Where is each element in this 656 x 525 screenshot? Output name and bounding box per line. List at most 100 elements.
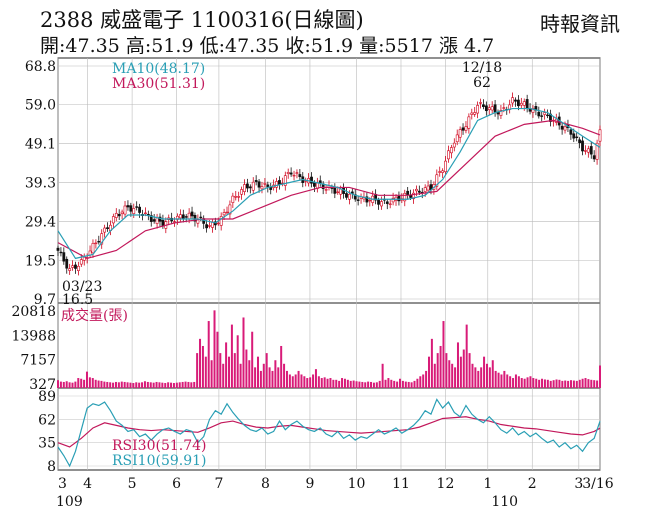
candle-body — [313, 182, 316, 187]
volume-bar — [135, 382, 138, 388]
volume-bar — [236, 335, 239, 388]
candle-body — [76, 265, 80, 271]
volume-bar — [552, 380, 555, 388]
volume-bar — [381, 363, 384, 388]
month-label: 8 — [261, 476, 270, 492]
volume-bar — [387, 378, 390, 388]
volume-bar — [352, 380, 355, 388]
month-label: 4 — [83, 476, 92, 492]
volume-bar — [581, 378, 584, 388]
candle-body — [415, 188, 418, 192]
candle-body — [205, 224, 209, 229]
volume-bar — [230, 324, 233, 388]
volume-y-tick: 13988 — [11, 328, 56, 344]
candle-body — [598, 129, 602, 142]
candle-body — [479, 102, 482, 104]
price-y-tick: 29.4 — [25, 214, 56, 230]
volume-bar — [378, 380, 381, 388]
volume-bar — [74, 381, 77, 388]
candle-body — [132, 208, 136, 214]
volume-bar — [268, 367, 271, 388]
volume-bar — [538, 379, 541, 388]
volume-bar — [593, 380, 596, 388]
volume-bar — [433, 363, 436, 388]
month-label: 3 — [574, 476, 583, 492]
volume-bar — [555, 379, 558, 388]
candle-body — [584, 150, 587, 152]
rsi-y-tick: 62 — [38, 412, 56, 428]
volume-bar — [326, 378, 329, 388]
volume-bar — [346, 379, 349, 388]
volume-bar — [126, 382, 129, 388]
volume-bar — [312, 374, 315, 388]
candles — [56, 92, 602, 276]
year-label: 109 — [56, 494, 83, 510]
volume-bar — [526, 377, 529, 388]
volume-bar — [262, 363, 265, 388]
volume-bar — [491, 360, 494, 388]
volume-bar — [314, 369, 317, 388]
volume-bar — [448, 360, 451, 388]
volume-bar — [303, 376, 306, 388]
volume-bar — [462, 349, 465, 388]
candle-body — [152, 219, 156, 222]
volume-bar — [471, 363, 474, 388]
candle-body — [187, 212, 191, 220]
candle-body — [543, 112, 547, 115]
candle-body — [388, 203, 392, 205]
volume-bar — [175, 382, 178, 388]
ohlc-summary: 開:47.35 高:51.9 低:47.35 收:51.9 量:5517 漲 4… — [40, 35, 495, 57]
candle-body — [216, 222, 220, 225]
volume-bar — [228, 356, 231, 388]
candle-body — [490, 106, 494, 111]
volume-bar — [88, 377, 91, 388]
volume-bar — [599, 365, 601, 388]
candle-body — [412, 192, 415, 200]
candle-body — [499, 109, 503, 116]
volume-bar — [204, 356, 207, 388]
rsi30-line — [57, 416, 601, 448]
candle-body — [219, 216, 223, 226]
candle-body — [444, 160, 447, 173]
candle-body — [385, 201, 389, 204]
ma10-legend: MA10(48.17) — [112, 61, 205, 77]
candle-body — [111, 216, 115, 224]
volume-bar — [97, 380, 100, 388]
candle-body — [65, 258, 69, 269]
volume-bar — [283, 363, 286, 388]
volume-bar — [178, 382, 181, 388]
volume-bar — [274, 360, 277, 388]
candle-body — [71, 265, 74, 268]
volume-y-tick: 20818 — [11, 304, 56, 320]
volume-y-tick: 7157 — [20, 353, 56, 369]
high-date-annotation: 12/18 — [462, 60, 502, 76]
month-label: 5 — [128, 476, 137, 492]
candle-body — [452, 142, 456, 148]
volume-bar — [100, 380, 103, 388]
volume-bar — [465, 324, 468, 388]
volume-bar — [413, 380, 416, 388]
volume-bar — [517, 376, 520, 388]
candle-body — [135, 206, 139, 208]
volume-bar — [451, 363, 454, 388]
volume-bar — [85, 371, 88, 388]
volume-bar — [65, 381, 68, 388]
candle-body — [120, 211, 124, 214]
panel-frame — [57, 302, 601, 389]
volume-bar — [117, 382, 120, 388]
volume-bar — [280, 345, 283, 388]
volume-bar — [143, 381, 146, 388]
candle-body — [470, 112, 474, 115]
price-y-tick: 19.5 — [25, 253, 56, 269]
volume-bar — [419, 376, 422, 388]
volume-bar — [500, 374, 503, 388]
volume-bar — [523, 378, 526, 388]
volume-bar — [225, 342, 228, 388]
volume-bar — [242, 317, 245, 388]
candle-body — [149, 215, 153, 222]
volume-bar — [187, 381, 190, 388]
volume-bar — [161, 382, 164, 388]
volume-bar — [503, 370, 506, 388]
volume-bar — [317, 376, 320, 388]
